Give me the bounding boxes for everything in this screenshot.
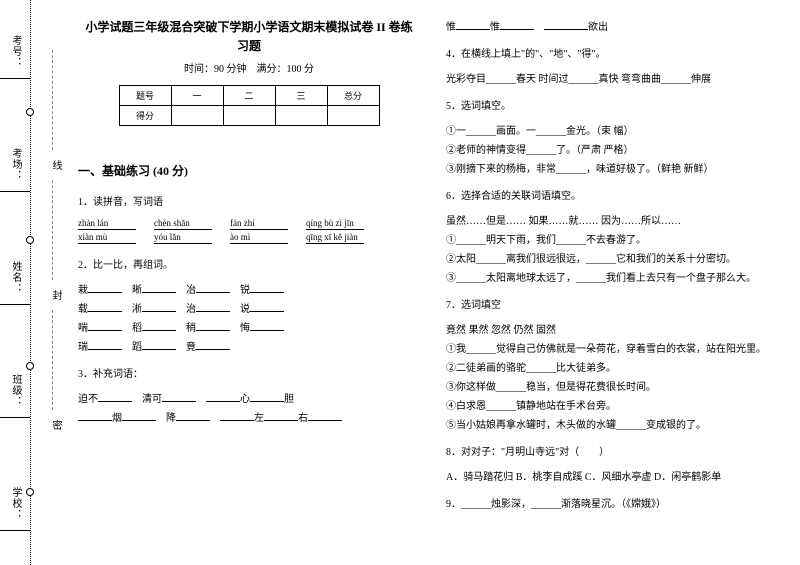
- q5-line: ③刚摘下来的杨梅，非常______，味道好极了。（鲜艳 新鲜）: [446, 160, 788, 179]
- q2-row: 栽 晰 冶 锐: [78, 281, 420, 300]
- left-column: 小学试题三年级混合突破下学期小学语文期末模拟试卷 II 卷练 习题 时间：90 …: [78, 18, 420, 548]
- label-room: 考场：: [0, 148, 30, 192]
- q5-line: ①一______画面。一______金光。（束 幅）: [446, 122, 788, 141]
- q2-row: 载 淅 治 说: [78, 300, 420, 319]
- q5-title: 5．选词填空。: [446, 97, 788, 116]
- exam-subtitle: 时间：90 分钟 满分：100 分: [78, 60, 420, 75]
- q2-title: 2．比一比，再组词。: [78, 256, 420, 275]
- cont-line: 惟惟 欲出: [446, 18, 788, 37]
- td-blank[interactable]: [171, 106, 223, 126]
- q4-title: 4．在横线上填上"的"、"地"、"得"。: [446, 45, 788, 64]
- q2-row: 瑞 蹈 竟: [78, 338, 420, 357]
- td-blank[interactable]: [223, 106, 275, 126]
- q3-row: 烟 降 左右: [78, 409, 420, 428]
- dotted-fold-line: [30, 0, 31, 565]
- dash-line: [52, 50, 53, 150]
- fold-circle: [26, 488, 34, 496]
- th: 三: [275, 86, 327, 106]
- q6-title: 6．选择合适的关联词语填空。: [446, 187, 788, 206]
- page-content: 小学试题三年级混合突破下学期小学语文期末模拟试卷 II 卷练 习题 时间：90 …: [78, 18, 788, 548]
- td-blank[interactable]: [275, 106, 327, 126]
- binding-margin: 学校： 班级： 姓名： 考场： 考号： 密 封 线: [0, 0, 70, 565]
- q7-line: ③你这样做______稳当，但是得花费很长时间。: [446, 378, 788, 397]
- seal-char: 封: [48, 290, 63, 300]
- q6-line: ③______太阳离地球太远了，______我们看上去只有一个盘子那么大。: [446, 269, 788, 288]
- exam-title: 小学试题三年级混合突破下学期小学语文期末模拟试卷 II 卷练 习题: [78, 18, 420, 56]
- q4-line: 光彩夺目______春天 时间过______真快 弯弯曲曲______伸展: [446, 70, 788, 89]
- fold-circle: [26, 362, 34, 370]
- q2-row: 喘 稻 稍 悔: [78, 319, 420, 338]
- binding-labels: 学校： 班级： 姓名： 考场： 考号：: [6, 0, 24, 565]
- q1-title: 1．读拼音，写词语: [78, 193, 420, 212]
- th: 总分: [327, 86, 379, 106]
- score-table: 题号 一 二 三 总分 得分: [119, 85, 380, 126]
- q7-line: ⑤当小姑娘再拿水罐时，木头做的水罐______变成银的了。: [446, 416, 788, 435]
- pinyin-row: zhàn lánchèn shānfán zhíqíng bù zì jīn: [78, 218, 420, 230]
- q6-line: ①______明天下雨，我们______不去春游了。: [446, 231, 788, 250]
- seal-char: 线: [48, 160, 63, 170]
- pinyin-row: xiàn mùyóu lǎnào mìqīng xī kě jiàn: [78, 232, 420, 244]
- q7-line: ④白求恩______镇静地站在手术台旁。: [446, 397, 788, 416]
- seal-char: 密: [48, 420, 63, 430]
- q3-row: 迫不 清可 心胆: [78, 390, 420, 409]
- fold-circle: [26, 108, 34, 116]
- fold-circle: [26, 236, 34, 244]
- dash-line: [52, 310, 53, 410]
- q7-line: ②二徒弟画的骆驼______比大徒弟多。: [446, 359, 788, 378]
- th: 题号: [119, 86, 171, 106]
- th: 二: [223, 86, 275, 106]
- label-class: 班级：: [0, 374, 30, 418]
- q7-line: ①我______觉得自己仿佛就是一朵荷花，穿着雪白的衣裳，站在阳光里。: [446, 340, 788, 359]
- td-blank[interactable]: [327, 106, 379, 126]
- q7-title: 7．选词填空: [446, 296, 788, 315]
- td-label: 得分: [119, 106, 171, 126]
- q8-title: 8．对对子："月明山寺远"对（ ）: [446, 443, 788, 462]
- label-name: 姓名：: [0, 261, 30, 305]
- q6-line: ②太阳______离我们很远很远，______它和我们的关系十分密切。: [446, 250, 788, 269]
- th: 一: [171, 86, 223, 106]
- q6-hint: 虽然……但是…… 如果……就…… 因为……所以……: [446, 212, 788, 231]
- label-number: 考号：: [0, 35, 30, 79]
- q9-line: 9．______烛影深，______渐落晓星沉。（《嫦娥》）: [446, 495, 788, 514]
- q7-hint: 竟然 果然 忽然 仍然 固然: [446, 321, 788, 340]
- q8-options: A．骑马踏花归 B．桃李自成蹊 C．风细水亭虚 D．闲亭鹤影单: [446, 468, 788, 487]
- dash-line: [52, 180, 53, 280]
- right-column: 惟惟 欲出 4．在横线上填上"的"、"地"、"得"。 光彩夺目______春天 …: [446, 18, 788, 548]
- q3-title: 3．补充词语：: [78, 365, 420, 384]
- section-heading: 一、基础练习 (40 分): [78, 162, 420, 179]
- q5-line: ②老师的神情变得______了。（严肃 严格）: [446, 141, 788, 160]
